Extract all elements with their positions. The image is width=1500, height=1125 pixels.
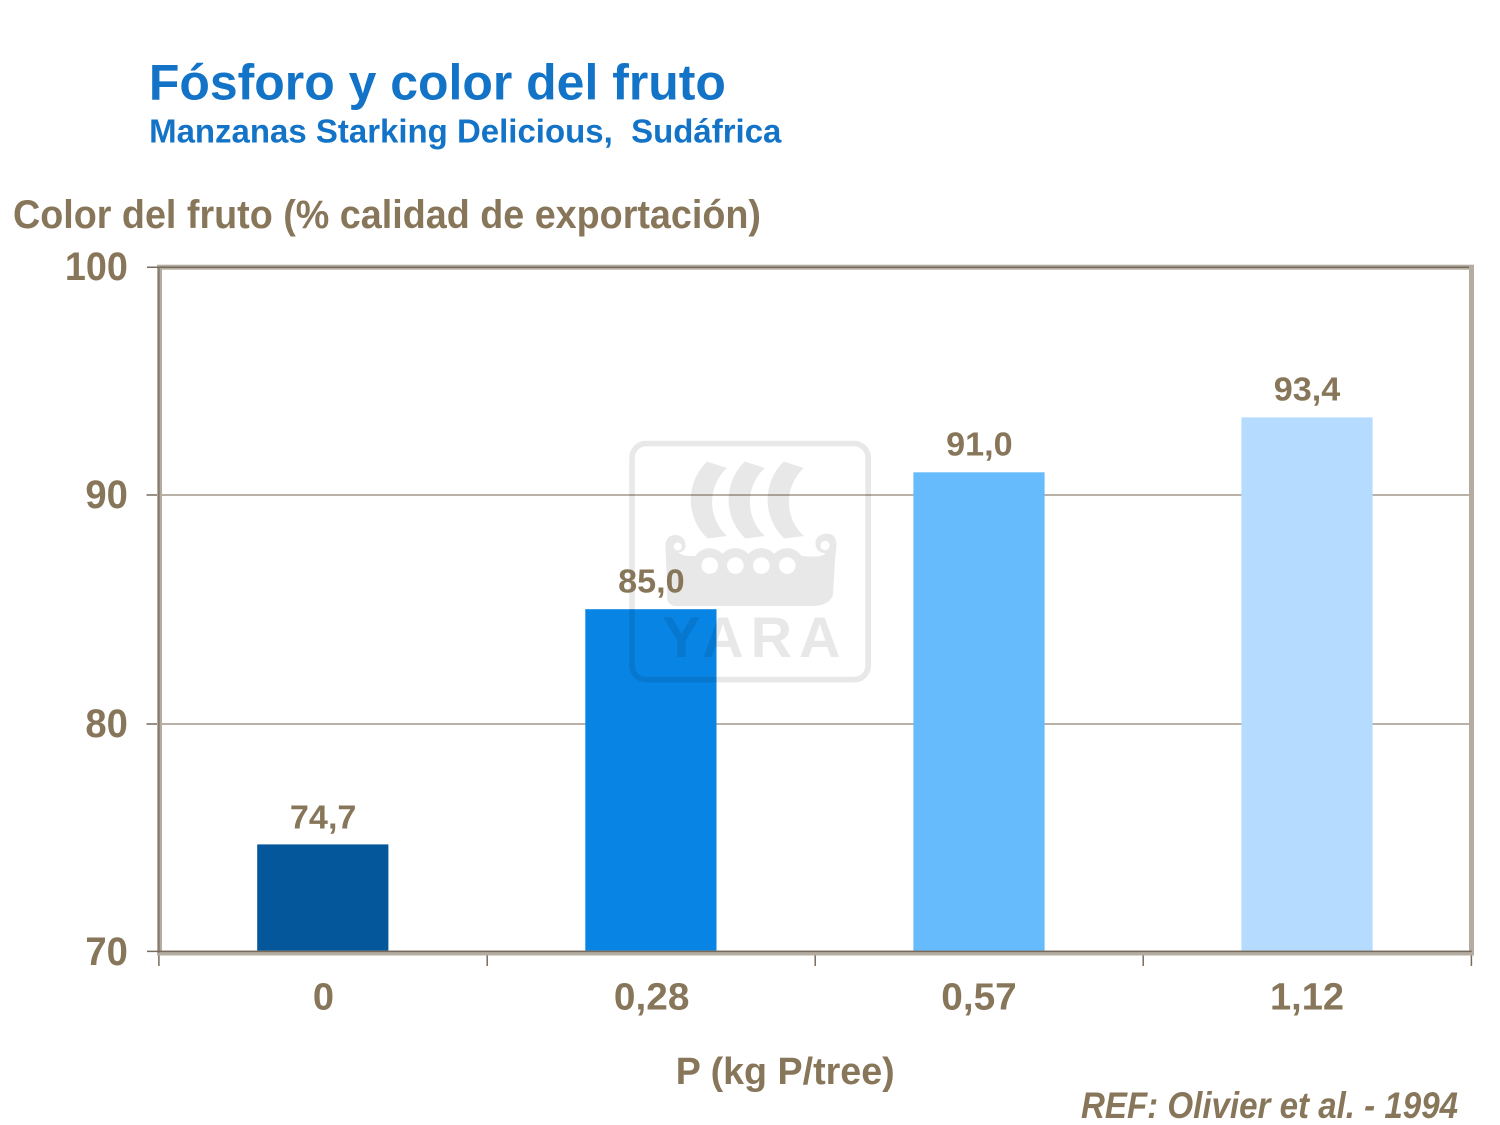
svg-text:70: 70 — [85, 930, 128, 974]
svg-text:93,4: 93,4 — [1274, 370, 1341, 407]
svg-text:YARA: YARA — [662, 606, 847, 670]
svg-text:Manzanas Starking Delicious,: Manzanas Starking Delicious, Sudáfrica — [149, 112, 782, 149]
svg-text:85,0: 85,0 — [618, 563, 685, 600]
svg-text:91,0: 91,0 — [946, 425, 1013, 462]
svg-text:1,12: 1,12 — [1270, 977, 1344, 1019]
svg-text:0,28: 0,28 — [614, 977, 690, 1019]
svg-text:Fósforo y color del fruto: Fósforo y color del fruto — [149, 53, 726, 110]
svg-text:0,57: 0,57 — [941, 977, 1017, 1019]
svg-text:Color del fruto (% calidad de: Color del fruto (% calidad de exportació… — [13, 193, 761, 237]
svg-text:0: 0 — [313, 977, 334, 1019]
svg-text:74,7: 74,7 — [290, 798, 357, 835]
svg-text:REF: Olivier et al. - 1994: REF: Olivier et al. - 1994 — [1081, 1084, 1458, 1125]
svg-text:90: 90 — [85, 473, 128, 517]
svg-text:80: 80 — [85, 702, 128, 746]
svg-text:100: 100 — [65, 245, 128, 289]
svg-text:P (kg P/tree): P (kg P/tree) — [676, 1051, 895, 1093]
